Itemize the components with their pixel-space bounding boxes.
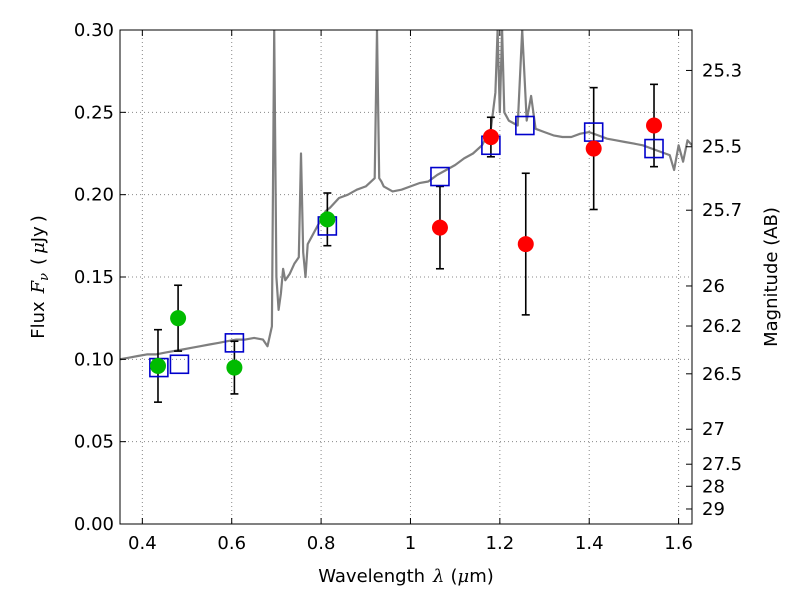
errorbars (153, 83, 659, 403)
x-tick-label: 0.4 (128, 533, 157, 554)
x-axis-label: Wavelength λ (μm) (318, 566, 494, 587)
model-flux-box (169, 354, 190, 375)
magnitude-tick-label: 28 (702, 476, 725, 497)
magnitude-tick-label: 25.3 (702, 60, 742, 81)
magnitude-tick-label: 27.5 (702, 454, 742, 475)
red-flux-point (517, 236, 534, 253)
magnitude-axis-label: Magnitude (AB) (761, 207, 782, 347)
y-axis-label: FluxFν(μJy) (28, 215, 52, 339)
x-tick-label: 1.2 (486, 533, 515, 554)
spectrum-series (120, 30, 692, 361)
y-tick-label: 0.05 (74, 432, 114, 453)
green-flux-point (226, 359, 243, 376)
grid-lines (120, 29, 692, 525)
x-axis-ticks: 0.4 0.6 0.8 1 1.2 1.4 1.6 (128, 30, 693, 554)
y-tick-label: 0.20 (74, 185, 114, 206)
red-flux-point (585, 140, 602, 157)
model-flux-box (515, 115, 535, 136)
red-flux-point (646, 117, 663, 134)
y-tick-label: 0.00 (74, 514, 114, 535)
green-flux-point (170, 310, 187, 327)
x-tick-label: 0.8 (307, 533, 336, 554)
green-flux-point (149, 357, 166, 374)
magnitude-tick-label: 27 (702, 419, 725, 440)
magnitude-tick-label: 25.7 (702, 200, 742, 221)
magnitude-tick-label: 26 (702, 276, 725, 297)
x-tick-label: 1.6 (664, 533, 693, 554)
x-tick-label: 0.6 (217, 533, 246, 554)
model-flux-box (644, 138, 664, 159)
y-tick-label: 0.30 (74, 20, 114, 41)
spectrum-line (120, 30, 692, 361)
plot-frame (119, 29, 693, 525)
y-tick-label: 0.15 (74, 267, 114, 288)
magnitude-tick-label: 26.5 (702, 364, 742, 385)
magnitude-tick-label: 26.2 (702, 316, 742, 337)
y-tick-label: 0.25 (74, 102, 114, 123)
y-axis-ticks: 0.00 0.05 0.10 0.15 0.20 0.25 0.30 (74, 20, 126, 535)
model-flux-box (224, 333, 245, 353)
x-tick-label: 1 (405, 533, 416, 554)
x-tick-label: 1.4 (575, 533, 604, 554)
y-tick-label: 0.10 (74, 349, 114, 370)
observed-flux-points (149, 117, 663, 376)
red-flux-point (482, 129, 499, 146)
magnitude-tick-label: 25.5 (702, 137, 742, 158)
magnitude-tick-label: 29 (702, 499, 725, 520)
red-flux-point (431, 219, 448, 236)
model-flux-box (430, 166, 450, 187)
green-flux-point (319, 211, 336, 228)
model-flux-boxes (149, 115, 664, 378)
